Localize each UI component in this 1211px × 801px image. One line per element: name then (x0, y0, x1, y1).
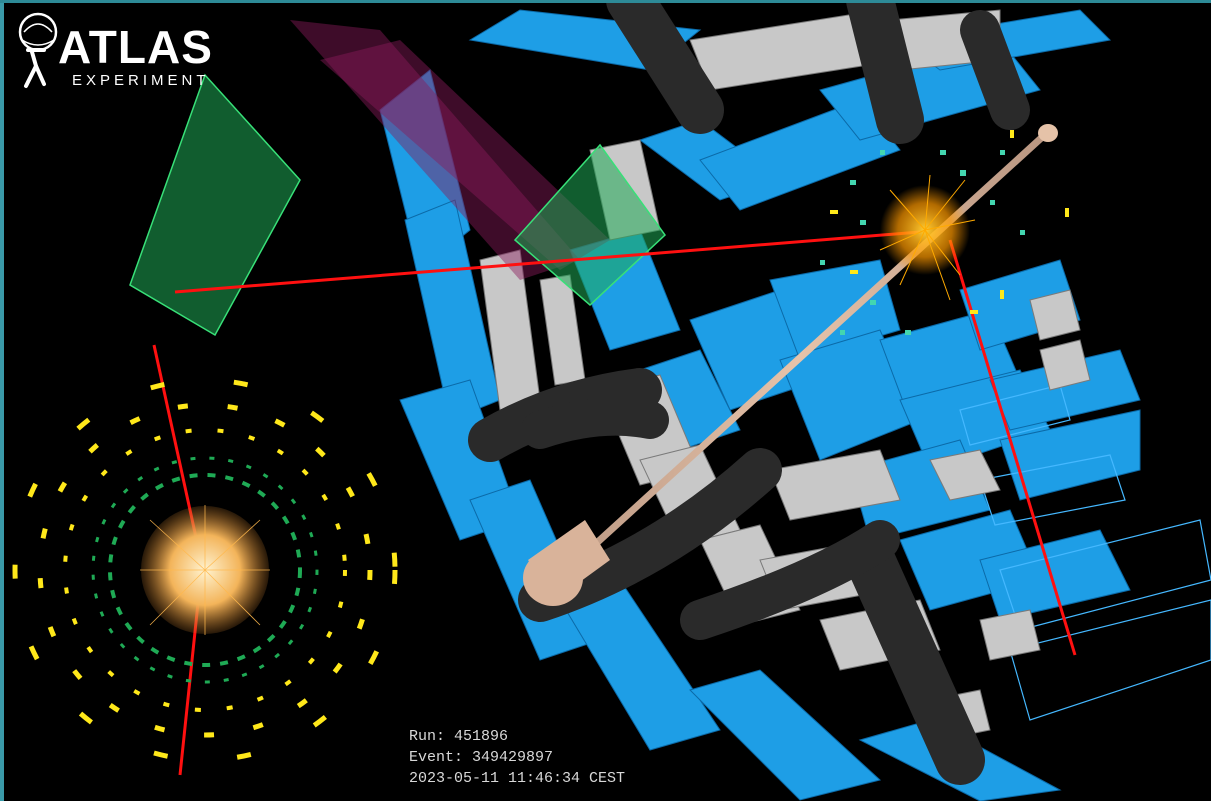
event-timestamp: 2023-05-11 11:46:34 CEST (409, 770, 626, 787)
event-number: Event: 349429897 (409, 749, 554, 766)
jet-spray (879, 174, 976, 301)
event-info: Run: 451896 Event: 349429897 2023-05-11 … (409, 726, 625, 789)
atlas-logo: ATLAS EXPERIMENT (14, 10, 214, 100)
transverse-view (12, 377, 398, 763)
beam-pipe (523, 124, 1058, 606)
atlas-figure-icon (18, 12, 58, 88)
energy-deposits (820, 130, 1069, 335)
calorimeter-boxes (129, 73, 666, 337)
logo-subtitle: EXPERIMENT (72, 72, 210, 89)
chamber-outlines (959, 384, 1211, 721)
run-number: Run: 451896 (409, 728, 509, 745)
missing-energy-bands (290, 20, 610, 280)
logo-title: ATLAS (58, 21, 213, 73)
muon-chambers (379, 9, 1141, 801)
